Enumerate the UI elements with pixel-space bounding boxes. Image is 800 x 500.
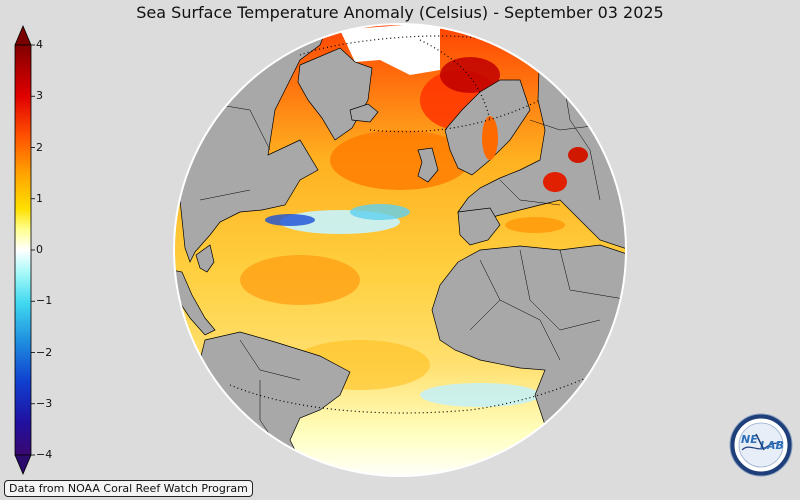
- colorbar-tick-label: 3: [36, 89, 43, 103]
- colorbar-tick-label: −1: [36, 294, 53, 308]
- graticule-lines: [229, 35, 621, 414]
- colorbar-tick-label: 0: [36, 243, 43, 256]
- colorbar-tick-label: −4: [36, 448, 53, 461]
- warm-anomaly-patch: [505, 217, 565, 233]
- land-iceland: [349, 103, 379, 123]
- page-title: Sea Surface Temperature Anomaly (Celsius…: [136, 3, 664, 22]
- colorbar-tick-label: −2: [36, 345, 53, 359]
- land-iberia: [457, 207, 501, 246]
- globe-outline: [173, 23, 627, 477]
- colorbar-bottom-arrow: [14, 454, 32, 476]
- colorbar-tick-label: 4: [36, 38, 43, 51]
- logo-text-right: LAB: [760, 439, 784, 452]
- colorbar-tick-label: 2: [36, 140, 43, 154]
- country-borders: [189, 59, 626, 451]
- cool-anomaly-patch: [420, 383, 540, 407]
- warm-anomaly-patch: [330, 130, 470, 190]
- data-credit: Data from NOAA Coral Reef Watch Program: [4, 480, 253, 497]
- colorbar-tick-label: −3: [36, 396, 53, 410]
- nevlab-logo[interactable]: NE LAB: [728, 412, 794, 478]
- cool-anomaly-patch: [350, 204, 410, 220]
- colorbar: [14, 24, 35, 476]
- warm-anomaly-patch: [543, 172, 567, 192]
- cool-anomaly-patch: [265, 214, 315, 226]
- arctic-ice: [340, 24, 440, 75]
- warm-anomaly-patch: [440, 57, 500, 93]
- land-florida: [195, 244, 215, 273]
- warm-anomaly-patch: [240, 255, 360, 305]
- colorbar-tick-label: 1: [36, 191, 43, 205]
- warm-anomaly-patch: [568, 147, 588, 163]
- warm-anomaly-patch: [482, 116, 498, 160]
- logo-text-left: NE: [741, 433, 758, 446]
- land-uk: [417, 147, 439, 183]
